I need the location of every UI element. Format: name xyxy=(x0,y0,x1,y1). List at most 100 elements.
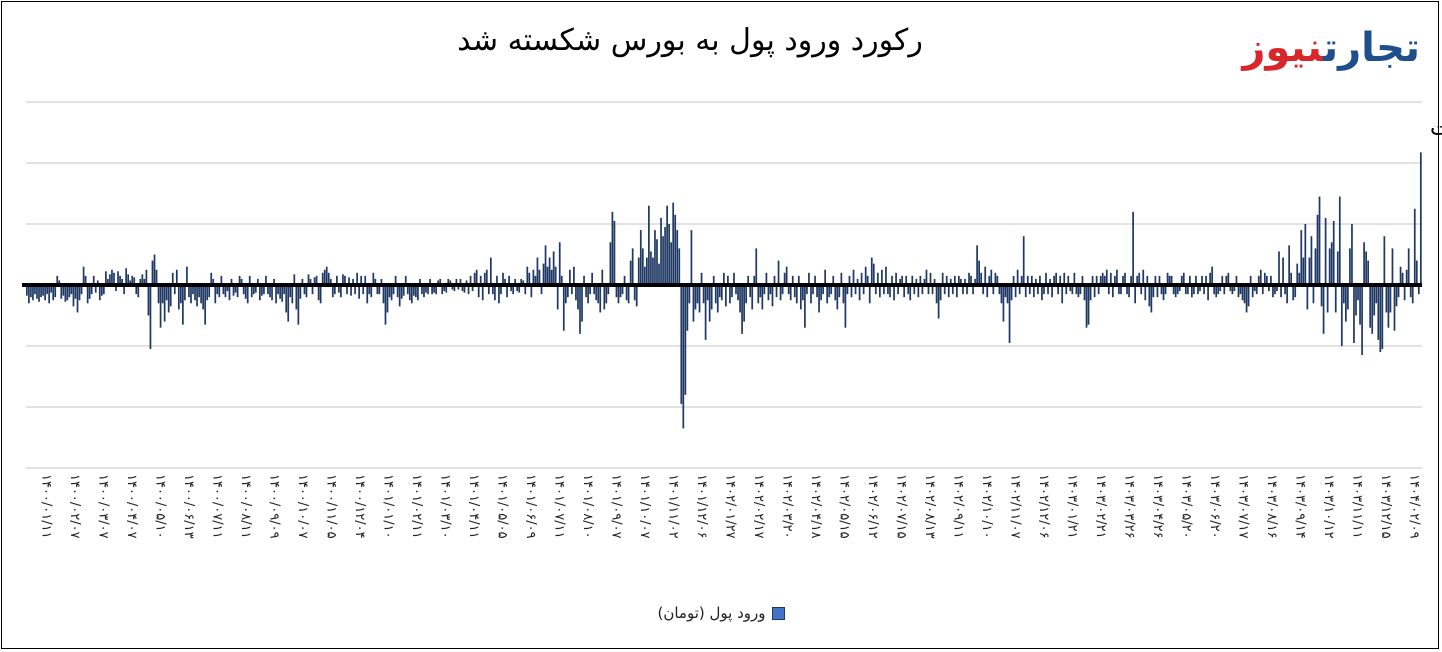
bar xyxy=(953,275,956,285)
bar xyxy=(246,285,249,304)
bar xyxy=(1085,285,1088,328)
bar xyxy=(1142,269,1145,285)
bar xyxy=(1037,285,1039,295)
bar xyxy=(309,278,312,285)
bar xyxy=(1158,275,1161,285)
bar xyxy=(834,285,837,301)
bar xyxy=(1109,272,1112,285)
x-tick-label: ۱۴۰۳/۰۸/۱۶ xyxy=(1264,474,1279,539)
bar xyxy=(100,285,103,296)
bar xyxy=(368,285,371,295)
bar xyxy=(441,285,444,295)
bar xyxy=(398,285,401,307)
bar xyxy=(931,285,934,295)
bar xyxy=(1039,275,1041,285)
bar xyxy=(26,285,28,296)
bar xyxy=(60,285,63,299)
bar xyxy=(230,278,233,285)
bar xyxy=(1079,285,1082,295)
bar xyxy=(560,275,563,285)
bar xyxy=(1091,275,1094,285)
bar xyxy=(970,275,972,285)
bar xyxy=(210,272,213,285)
bar xyxy=(204,285,207,325)
bar xyxy=(1097,285,1100,295)
bar xyxy=(1361,285,1363,356)
bar xyxy=(222,285,225,295)
bar xyxy=(279,285,281,299)
bar xyxy=(305,285,308,298)
bar xyxy=(186,266,188,285)
bar xyxy=(767,285,770,301)
bar xyxy=(293,274,296,285)
bar xyxy=(1233,285,1236,292)
x-tick-label: ۱۴۰۱/۰۵/۰۵ xyxy=(495,474,510,539)
bar xyxy=(846,285,849,295)
bar xyxy=(321,272,324,285)
bar xyxy=(613,220,616,285)
bar xyxy=(1355,285,1357,316)
bar xyxy=(765,272,768,285)
bar xyxy=(1257,275,1260,285)
bar xyxy=(1061,285,1064,304)
bar xyxy=(808,272,810,285)
bar xyxy=(1020,275,1023,285)
bar xyxy=(593,285,596,295)
bar xyxy=(1294,285,1297,298)
bar xyxy=(777,260,780,285)
bar xyxy=(1059,275,1062,285)
bar xyxy=(660,217,662,285)
bar xyxy=(109,274,111,285)
x-tick-label: ۱۴۰۰/۰۹/۰۹ xyxy=(267,474,282,539)
bar xyxy=(901,275,904,285)
bar xyxy=(712,275,715,285)
bar xyxy=(287,285,290,322)
bar xyxy=(1340,285,1343,346)
bar xyxy=(208,285,211,298)
bar xyxy=(706,285,709,301)
bar xyxy=(1166,272,1169,285)
bar xyxy=(1397,285,1400,298)
bar xyxy=(1087,285,1090,325)
bar xyxy=(117,271,119,285)
x-tick-label: ۱۴۰۰/۱۱/۰۵ xyxy=(324,474,339,539)
bar xyxy=(1095,275,1098,285)
x-tick-label: ۱۴۰۰/۰۵/۱۰ xyxy=(153,474,168,539)
bar xyxy=(548,257,551,285)
bar xyxy=(759,285,762,298)
bar xyxy=(370,285,373,298)
bar xyxy=(1282,257,1284,285)
bar xyxy=(121,278,123,285)
x-tick-label: ۱۴۰۳/۰۵/۲۰ xyxy=(1178,474,1193,539)
bar xyxy=(234,285,237,293)
bar xyxy=(38,285,40,302)
bar xyxy=(238,275,241,285)
bar xyxy=(1292,285,1295,301)
bar xyxy=(1178,285,1181,292)
bar xyxy=(299,285,302,299)
bar xyxy=(585,285,587,298)
bar xyxy=(919,275,922,285)
bar xyxy=(729,285,731,304)
bar xyxy=(1035,278,1037,285)
bar xyxy=(90,285,93,295)
bar xyxy=(704,285,707,340)
bar xyxy=(123,285,125,295)
bar xyxy=(190,285,192,304)
bar xyxy=(1265,275,1268,285)
bar xyxy=(1075,285,1078,295)
bar xyxy=(542,263,545,285)
bar xyxy=(36,285,38,299)
bar xyxy=(1308,257,1311,285)
bar xyxy=(1103,275,1106,285)
bar xyxy=(84,275,87,285)
bar xyxy=(1385,285,1388,313)
x-tick-label: ۱۴۰۰/۰۷/۱۱ xyxy=(210,474,225,539)
bar xyxy=(546,266,549,285)
x-tick-label: ۱۴۰۳/۰۱/۲۱ xyxy=(1064,474,1079,539)
bar xyxy=(155,269,158,285)
x-tick-label: ۱۴۰۱/۰۳/۱۰ xyxy=(438,474,453,539)
bar xyxy=(1105,269,1108,285)
